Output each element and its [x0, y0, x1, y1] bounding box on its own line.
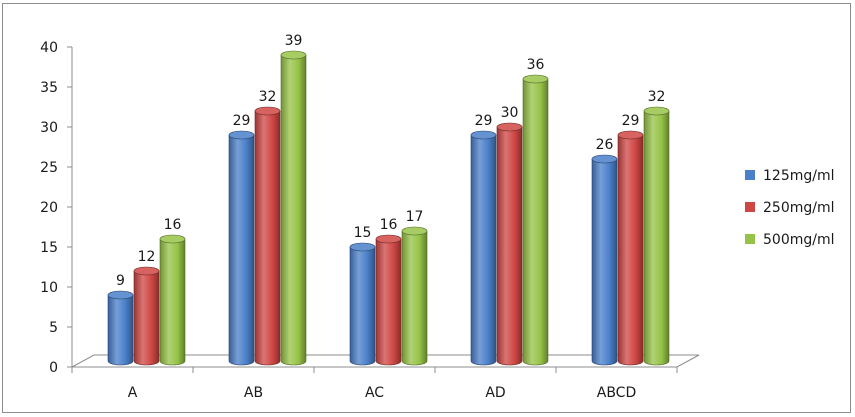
bar-top	[401, 226, 428, 236]
data-label: 32	[259, 89, 277, 105]
x-tick-label: AC	[365, 385, 384, 401]
data-label: 16	[164, 217, 182, 233]
bar-body	[349, 246, 376, 366]
bar	[401, 226, 428, 366]
bar	[496, 122, 523, 366]
bar	[643, 106, 670, 366]
bar-top	[617, 130, 644, 140]
y-tick-label: 10	[40, 280, 58, 296]
bar-body	[617, 134, 644, 366]
bar-top	[228, 130, 255, 140]
data-label: 16	[380, 217, 398, 233]
legend-swatch	[745, 202, 755, 212]
bar	[375, 234, 402, 366]
x-tick-label: AD	[485, 385, 505, 401]
chart-bars	[107, 50, 670, 366]
y-tick-label: 25	[40, 160, 58, 176]
bar-top	[496, 122, 523, 132]
bar-top	[375, 234, 402, 244]
y-tick-label: 0	[49, 360, 58, 376]
bar-top	[254, 106, 281, 116]
data-label: 30	[501, 105, 519, 121]
legend-entry: 500mg/ml	[745, 232, 835, 248]
y-tick-label: 35	[40, 80, 58, 96]
bar-body	[643, 110, 670, 366]
bar	[133, 266, 160, 366]
y-tick-label: 5	[49, 320, 58, 336]
y-tick-label: 30	[40, 120, 58, 136]
bar-top	[349, 242, 376, 252]
legend-label: 125mg/ml	[763, 168, 835, 184]
bar	[228, 130, 255, 366]
bar	[349, 242, 376, 366]
data-label: 39	[285, 33, 303, 49]
bar-top	[643, 106, 670, 116]
y-tick-label: 20	[40, 200, 58, 216]
bar-body	[133, 270, 160, 366]
bar-body	[401, 230, 428, 366]
bar-body	[591, 158, 618, 366]
x-tick-label: A	[128, 385, 138, 401]
bar-body	[496, 126, 523, 366]
data-label: 15	[354, 225, 372, 241]
bar	[470, 130, 497, 366]
bar-top	[470, 130, 497, 140]
x-tick-label: AB	[244, 385, 263, 401]
legend-entry: 250mg/ml	[745, 200, 835, 216]
bar-body	[375, 238, 402, 366]
legend-swatch	[745, 170, 755, 180]
data-label: 29	[233, 113, 251, 129]
bar-body	[470, 134, 497, 366]
data-label: 9	[116, 273, 125, 289]
legend-label: 250mg/ml	[763, 200, 835, 216]
bar-top	[159, 234, 186, 244]
bar	[280, 50, 307, 366]
x-tick-label: ABCD	[597, 385, 637, 401]
bar-top	[107, 290, 134, 300]
bar-body	[254, 110, 281, 366]
bar	[254, 106, 281, 366]
bar-body	[159, 238, 186, 366]
data-label: 12	[138, 249, 156, 265]
bar-top	[591, 154, 618, 164]
data-label: 36	[527, 57, 545, 73]
bar-top	[133, 266, 160, 276]
data-label: 29	[475, 113, 493, 129]
data-label: 29	[622, 113, 640, 129]
bar	[522, 74, 549, 366]
bar-top	[280, 50, 307, 60]
bar-body	[107, 294, 134, 366]
data-label: 32	[648, 89, 666, 105]
legend-label: 500mg/ml	[763, 232, 835, 248]
bar-body	[280, 54, 307, 366]
legend-swatch	[745, 234, 755, 244]
bar-body	[522, 78, 549, 366]
chart-axes: 0 5 10 15 20 25 30 35 40 A AB AC AD ABCD	[40, 40, 678, 401]
bar	[591, 154, 618, 366]
legend-entry: 125mg/ml	[745, 168, 835, 184]
bar	[617, 130, 644, 366]
bar-top	[522, 74, 549, 84]
y-tick-label: 40	[40, 40, 58, 56]
chart-data-labels: 9 12 16 29 32 39 15 16 17 29 30 36 26 29 32	[116, 33, 665, 289]
bar-body	[228, 134, 255, 366]
data-label: 17	[406, 209, 424, 225]
chart-legend: 125mg/ml 250mg/ml 500mg/ml	[745, 168, 835, 248]
y-tick-label: 15	[40, 240, 58, 256]
bar	[107, 290, 134, 366]
bar	[159, 234, 186, 366]
data-label: 26	[596, 137, 614, 153]
